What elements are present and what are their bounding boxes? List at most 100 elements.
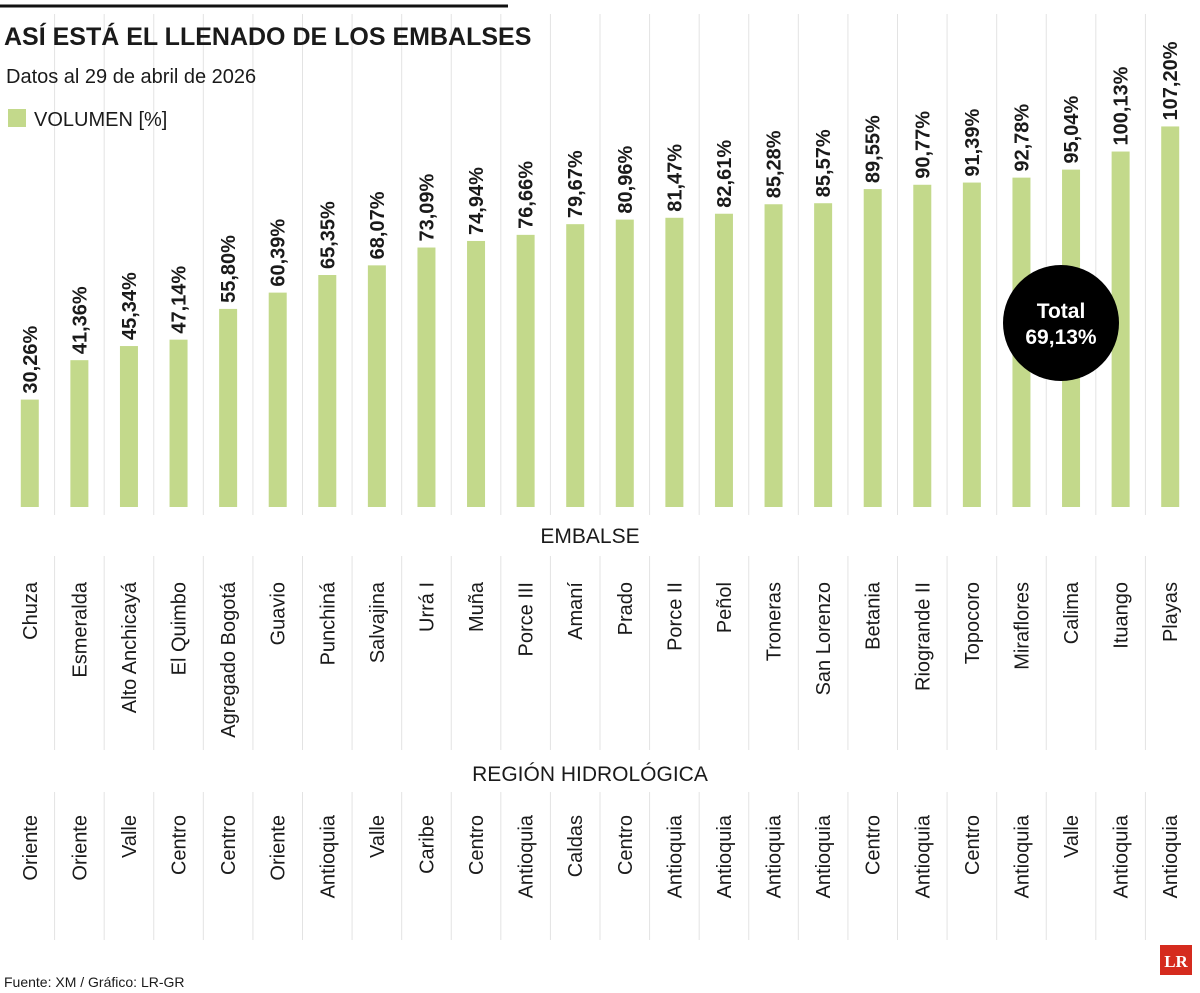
value-label: 76,66% — [516, 161, 538, 229]
x-tick-label: El Quimbo — [169, 582, 191, 675]
region-label: Centro — [169, 815, 191, 875]
value-label: 95,04% — [1061, 96, 1083, 164]
bar — [417, 247, 436, 507]
region-label: Antioquia — [912, 814, 934, 898]
value-label: 82,61% — [714, 140, 736, 208]
total-label: Total — [1037, 300, 1086, 323]
value-label: 89,55% — [863, 115, 885, 183]
value-label: 60,39% — [268, 219, 290, 287]
x-axis-label: EMBALSE — [540, 525, 639, 548]
x-tick-label: Salvajina — [367, 581, 389, 663]
region-label: Oriente — [268, 815, 290, 881]
bar — [516, 234, 535, 507]
region-label: Valle — [119, 815, 141, 858]
region-label: Antioquia — [813, 814, 835, 898]
x-tick-label: Muña — [466, 581, 488, 632]
region-label: Antioquia — [1011, 814, 1033, 898]
bar — [318, 275, 337, 507]
x-tick-label: Prado — [615, 582, 637, 635]
value-label: 79,67% — [565, 150, 587, 218]
bar — [268, 292, 287, 507]
bar — [119, 346, 138, 507]
x-tick-label: Chuza — [20, 581, 42, 640]
bar — [169, 339, 188, 507]
value-label: 100,13% — [1111, 66, 1133, 145]
region-label: Oriente — [20, 815, 42, 881]
region-label: Antioquia — [317, 814, 339, 898]
bar — [764, 204, 783, 508]
value-label: 91,39% — [962, 109, 984, 177]
x-tick-label: Urrá I — [416, 582, 438, 632]
value-label: 85,57% — [813, 129, 835, 197]
region-label: Valle — [367, 815, 389, 858]
bar — [219, 308, 238, 507]
value-label: 47,14% — [169, 266, 191, 334]
region-axis-label: REGIÓN HIDROLÓGICA — [472, 763, 708, 786]
legend-swatch — [8, 109, 26, 127]
value-label: 81,47% — [664, 144, 686, 212]
separators — [54, 14, 1146, 940]
value-label: 107,20% — [1160, 41, 1182, 120]
value-label: 73,09% — [416, 173, 438, 241]
value-label: 90,77% — [912, 111, 934, 179]
x-tick-label: Punchiná — [317, 581, 339, 665]
x-tick-label: San Lorenzo — [813, 582, 835, 695]
x-tick-label: Peñol — [714, 582, 736, 633]
x-tick-label: Porce III — [516, 582, 538, 656]
value-label: 55,80% — [218, 235, 240, 303]
bar — [20, 399, 39, 507]
region-label: Antioquia — [1160, 814, 1182, 898]
x-tick-label: Betania — [863, 581, 885, 650]
value-label: 80,96% — [615, 146, 637, 214]
source: Fuente: XM / Gráfico: LR-GR — [4, 974, 185, 990]
x-tick-label: Amaní — [565, 582, 587, 640]
x-tick-label: Calima — [1061, 581, 1083, 644]
x-tick-label: Ituango — [1111, 582, 1133, 649]
bar — [566, 224, 585, 507]
bar — [367, 265, 386, 507]
value-label: 68,07% — [367, 191, 389, 259]
region-label: Antioquia — [516, 814, 538, 898]
region-label: Antioquia — [714, 814, 736, 898]
region-label: Valle — [1061, 815, 1083, 858]
value-label: 65,35% — [317, 201, 339, 269]
region-label: Antioquia — [1111, 814, 1133, 898]
region-label: Centro — [863, 815, 885, 875]
bar — [467, 240, 486, 507]
region-label: Centro — [962, 815, 984, 875]
bar — [615, 219, 634, 508]
x-tick-label: Playas — [1160, 582, 1182, 642]
value-label: 85,28% — [764, 130, 786, 198]
value-label: 30,26% — [20, 326, 42, 394]
bar — [714, 213, 733, 507]
region-label: Caldas — [565, 815, 587, 877]
chart-subtitle: Datos al 29 de abril de 2026 — [6, 66, 256, 88]
region-label: Centro — [466, 815, 488, 875]
x-tick-label: Alto Anchicayá — [119, 581, 141, 713]
region-label: Oriente — [69, 815, 91, 881]
x-tick-label: Riogrande II — [912, 582, 934, 691]
legend-label: VOLUMEN [%] — [34, 109, 167, 131]
value-label: 45,34% — [119, 272, 141, 340]
x-tick-label: Topocoro — [962, 582, 984, 664]
bar — [863, 189, 882, 507]
bar — [814, 203, 833, 507]
region-label: Antioquia — [664, 814, 686, 898]
region-label: Centro — [615, 815, 637, 875]
region-label: Antioquia — [764, 814, 786, 898]
value-label: 92,78% — [1011, 104, 1033, 172]
bar — [665, 217, 684, 507]
logo-box — [1160, 945, 1192, 975]
x-tick-label: Esmeralda — [69, 581, 91, 677]
x-tick-label: Miraflores — [1011, 582, 1033, 670]
region-label: Caribe — [416, 815, 438, 874]
bar — [913, 184, 932, 508]
x-tick-label: Troneras — [764, 582, 786, 661]
bar — [70, 360, 89, 507]
value-label: 74,94% — [466, 167, 488, 235]
chart-title: ASÍ ESTÁ EL LLENADO DE LOS EMBALSES — [4, 22, 531, 51]
x-tick-label: Agregado Bogotá — [218, 581, 240, 738]
bar — [1111, 151, 1130, 507]
total-value-label: 69,13% — [1025, 326, 1097, 349]
